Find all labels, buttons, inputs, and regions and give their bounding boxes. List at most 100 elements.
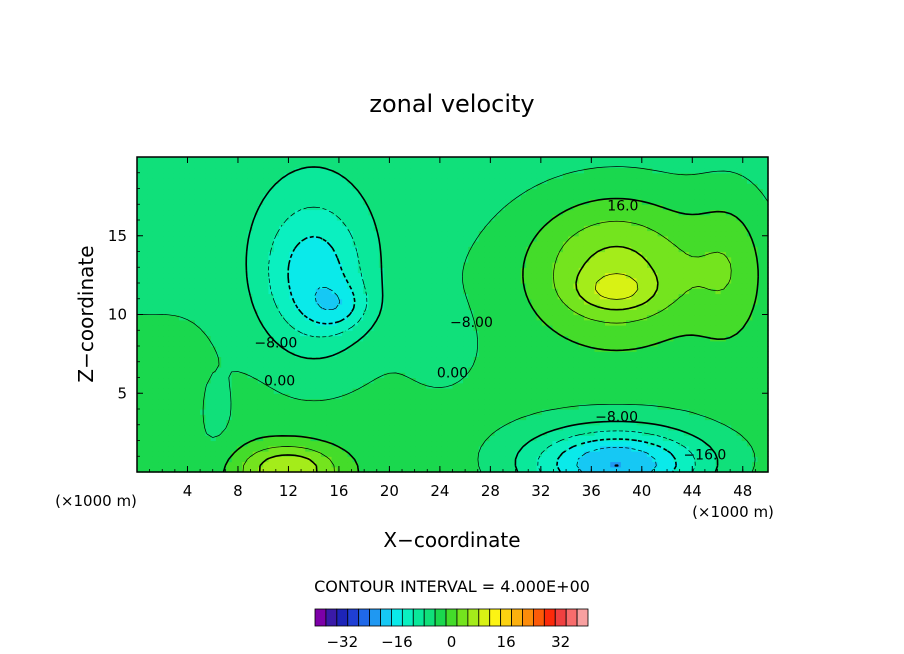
field-cell xyxy=(315,445,322,452)
field-cell xyxy=(321,330,327,337)
field-cell xyxy=(515,309,522,316)
field-cell xyxy=(194,393,201,400)
field-cell xyxy=(568,309,575,316)
field-cell xyxy=(205,293,212,300)
field-cell xyxy=(636,293,643,300)
field-cell xyxy=(247,340,254,347)
field-cell xyxy=(173,382,180,389)
field-cell xyxy=(247,256,254,263)
field-cell xyxy=(331,461,338,468)
field-cell xyxy=(652,451,659,457)
field-cell xyxy=(515,351,522,358)
field-cell xyxy=(741,277,748,284)
field-cell xyxy=(236,424,243,431)
field-cell xyxy=(489,445,496,452)
field-cell xyxy=(626,445,632,452)
field-cell xyxy=(452,251,459,258)
field-cell xyxy=(568,440,575,447)
field-cell xyxy=(694,298,701,305)
field-cell xyxy=(147,262,154,268)
field-cell xyxy=(510,382,517,389)
field-cell xyxy=(331,372,338,379)
field-cell xyxy=(173,409,180,415)
field-cell xyxy=(757,335,764,342)
field-cell xyxy=(526,293,532,300)
field-cell xyxy=(541,414,548,421)
field-cell xyxy=(578,351,585,358)
field-cell xyxy=(505,340,511,347)
field-cell xyxy=(247,451,254,457)
field-cell xyxy=(557,388,564,394)
field-cell xyxy=(746,377,753,384)
field-cell xyxy=(704,430,711,436)
field-cell xyxy=(242,314,249,321)
field-cell xyxy=(226,440,233,447)
field-cell xyxy=(452,451,459,457)
field-cell xyxy=(263,445,270,452)
field-cell xyxy=(194,298,201,305)
field-cell xyxy=(468,330,475,337)
field-cell xyxy=(215,256,222,263)
field-cell xyxy=(242,461,249,468)
field-cell xyxy=(247,319,254,326)
field-cell xyxy=(647,351,653,358)
field-cell xyxy=(284,367,291,373)
field-cell xyxy=(163,351,170,358)
field-cell xyxy=(526,419,532,426)
field-cell xyxy=(746,445,753,452)
field-cell xyxy=(736,414,743,421)
field-cell xyxy=(589,272,596,279)
field-cell xyxy=(415,330,422,337)
field-cell xyxy=(373,283,380,289)
field-cell xyxy=(399,461,406,468)
field-cell xyxy=(247,267,254,274)
field-cell xyxy=(226,466,233,473)
field-cell xyxy=(236,314,243,321)
field-cell xyxy=(615,393,622,400)
field-cell xyxy=(599,367,606,373)
field-cell xyxy=(247,277,254,284)
field-cell xyxy=(289,272,296,279)
field-cell xyxy=(263,430,270,436)
field-cell xyxy=(226,461,233,468)
field-cell xyxy=(399,251,406,258)
field-cell xyxy=(342,451,348,457)
field-cell xyxy=(420,325,427,331)
field-cell xyxy=(473,277,480,284)
field-cell xyxy=(531,398,538,405)
field-cell xyxy=(415,451,422,457)
field-cell xyxy=(620,340,627,347)
field-cell xyxy=(410,372,417,379)
field-cell xyxy=(405,377,412,384)
field-cell xyxy=(683,272,690,279)
field-cell xyxy=(436,393,443,400)
field-cell xyxy=(189,466,196,473)
field-cell xyxy=(336,451,343,457)
field-cell xyxy=(725,398,732,405)
field-cell xyxy=(583,377,590,384)
field-cell xyxy=(226,304,233,310)
field-cell xyxy=(452,304,459,310)
field-cell xyxy=(531,372,538,379)
field-cell xyxy=(152,335,159,342)
field-cell xyxy=(305,382,312,389)
field-cell xyxy=(736,372,743,379)
field-cell xyxy=(604,430,611,436)
field-cell xyxy=(699,456,706,463)
field-cell xyxy=(573,393,580,400)
field-cell xyxy=(489,351,496,358)
field-cell xyxy=(326,382,333,389)
field-cell xyxy=(463,409,469,415)
field-cell xyxy=(168,335,175,342)
field-cell xyxy=(620,272,627,279)
field-cell xyxy=(363,403,369,410)
field-cell xyxy=(331,298,338,305)
field-cell xyxy=(489,346,496,352)
field-cell xyxy=(352,403,359,410)
field-cell xyxy=(389,382,396,389)
field-cell xyxy=(431,466,438,473)
field-cell xyxy=(657,435,664,442)
field-cell xyxy=(615,398,622,405)
field-cell xyxy=(257,340,264,347)
field-cell xyxy=(163,288,170,295)
